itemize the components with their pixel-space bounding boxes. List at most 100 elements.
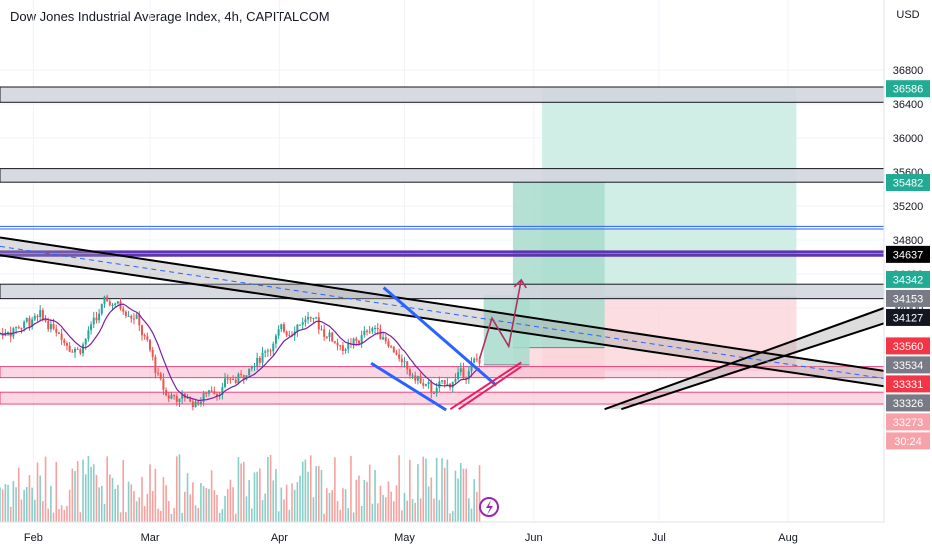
- price-badge: [886, 308, 930, 326]
- candle-body: [248, 368, 251, 376]
- volume-bar: [25, 486, 28, 522]
- volume-bar: [178, 454, 181, 522]
- volume-bar: [285, 484, 288, 522]
- candle-body: [403, 361, 406, 363]
- candle-body: [189, 397, 192, 402]
- volume-bar: [23, 489, 25, 522]
- volume-bar: [125, 512, 127, 522]
- volume-bar: [347, 508, 350, 522]
- volume-bar: [360, 505, 363, 522]
- candle-body: [465, 377, 468, 380]
- candle-body: [304, 319, 307, 323]
- candle-body: [194, 401, 197, 408]
- volume-bar: [339, 509, 342, 522]
- candle-body: [103, 296, 106, 304]
- candle-body: [467, 371, 470, 380]
- candle-body: [60, 333, 63, 340]
- candle-body: [23, 321, 26, 329]
- volume-bar: [280, 487, 283, 522]
- volume-bar: [366, 481, 368, 522]
- candle-body: [154, 356, 157, 373]
- volume-bar: [141, 476, 143, 522]
- volume-bar: [98, 487, 100, 522]
- volume-bar: [159, 510, 162, 522]
- candle-body: [87, 330, 90, 339]
- volume-bar: [245, 496, 248, 522]
- volume-bar: [355, 479, 358, 522]
- volume-bar: [82, 459, 84, 522]
- descending-channel-fill: [0, 237, 884, 387]
- volume-bar: [60, 505, 63, 522]
- candle-body: [95, 317, 98, 321]
- volume-bar: [173, 508, 175, 522]
- volume-bar: [186, 473, 189, 522]
- volume-bar: [170, 513, 173, 522]
- trend-line: [620, 322, 884, 411]
- candle-body: [98, 313, 101, 321]
- volume-bar: [296, 482, 299, 522]
- volume-bar: [42, 501, 44, 522]
- candle-body: [379, 329, 382, 340]
- trend-line: [0, 254, 884, 388]
- candle-body: [143, 335, 146, 337]
- price-badge-label: 33534: [893, 360, 924, 372]
- trend-line: [604, 307, 884, 411]
- volume-bar: [269, 454, 272, 522]
- volume-bar: [301, 461, 304, 522]
- volume-bar: [205, 488, 208, 522]
- candle-body: [307, 317, 310, 320]
- candle-body: [328, 332, 331, 338]
- candle-body: [256, 357, 259, 367]
- candle-body: [122, 308, 125, 312]
- volume-bar: [256, 471, 258, 522]
- candle-body: [451, 381, 454, 388]
- candle-body: [454, 379, 457, 382]
- volume-bar: [384, 497, 387, 522]
- candle-body: [191, 401, 194, 408]
- candle-body: [325, 336, 328, 338]
- volume-bar: [264, 493, 267, 522]
- volume-bar: [449, 513, 451, 522]
- volume-bar: [36, 462, 39, 522]
- volume-bar: [323, 513, 325, 522]
- candle-body: [52, 324, 55, 329]
- volume-bar: [167, 501, 170, 522]
- volume-bar: [272, 480, 275, 522]
- volume-bar: [232, 487, 234, 522]
- volume-bar: [184, 491, 186, 522]
- candle-body: [264, 351, 267, 353]
- candle-body: [167, 395, 170, 399]
- volume-bar: [143, 506, 146, 522]
- price-badge: [886, 432, 930, 450]
- candle-body: [213, 391, 216, 395]
- candle-body: [39, 310, 42, 318]
- candle-body: [202, 392, 205, 402]
- candle-body: [266, 350, 269, 352]
- volume-bar: [157, 508, 159, 522]
- volume-bar: [237, 457, 240, 522]
- candle-body: [382, 337, 385, 340]
- moving-average-line: [0, 303, 480, 401]
- volume-bar: [34, 499, 36, 522]
- volume-bar: [95, 474, 98, 522]
- candle-body: [277, 329, 280, 336]
- candle-body: [210, 390, 213, 392]
- volume-bar: [117, 484, 119, 522]
- candle-body: [130, 315, 133, 319]
- volume-bar: [344, 489, 347, 522]
- volume-bar: [47, 508, 50, 522]
- trend-line: [0, 236, 884, 372]
- x-tick-label: Apr: [271, 532, 288, 544]
- candle-body: [459, 368, 462, 373]
- volume-bar: [393, 501, 395, 522]
- volume-bar: [9, 506, 12, 522]
- candle-body: [49, 324, 52, 330]
- candle-body: [360, 335, 363, 344]
- candle-body: [288, 334, 291, 336]
- volume-bar: [454, 470, 457, 522]
- price-badge: [886, 394, 930, 412]
- volume-bar: [406, 500, 408, 522]
- volume-bar: [17, 467, 20, 522]
- volume-bar: [100, 485, 103, 522]
